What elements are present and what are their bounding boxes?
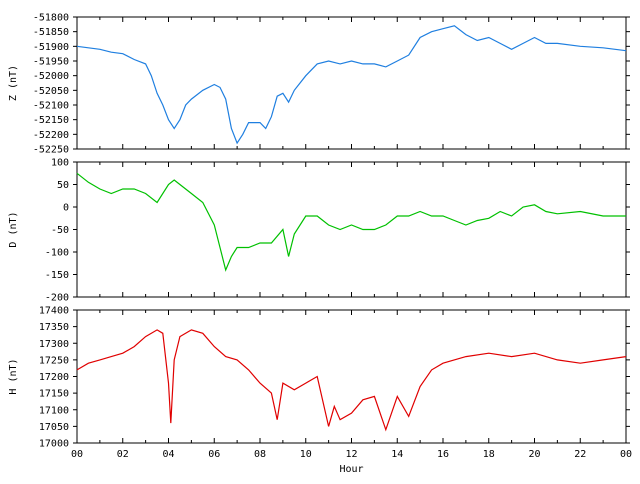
y-tick-label: -52050	[33, 86, 69, 97]
y-tick-label: -100	[45, 248, 69, 259]
x-tick-label: 10	[300, 449, 312, 460]
y-tick-label: -52000	[33, 71, 69, 82]
y-tick-label: 17250	[39, 355, 69, 366]
y-axis-label: H (nT)	[8, 358, 19, 394]
y-axis-label: Z (nT)	[8, 65, 19, 101]
y-tick-label: 17200	[39, 372, 69, 383]
plot-frame	[76, 161, 627, 298]
y-tick-label: -50	[51, 225, 69, 236]
y-tick-label: -51850	[33, 27, 69, 38]
plot-frame	[76, 16, 627, 150]
x-tick-label: 06	[208, 449, 220, 460]
y-axis-label: D (nT)	[8, 211, 19, 247]
y-tick-label: 17150	[39, 389, 69, 400]
y-tick-label: -200	[45, 293, 69, 304]
y-tick-label: 17400	[39, 306, 69, 317]
y-tick-label: 17000	[39, 439, 69, 450]
y-tick-label: -51900	[33, 42, 69, 53]
y-tick-label: -52150	[33, 115, 69, 126]
y-tick-label: 17300	[39, 339, 69, 350]
y-tick-label: -52250	[33, 145, 69, 156]
y-tick-label: -150	[45, 270, 69, 281]
data-line	[76, 329, 627, 432]
x-tick-label: 18	[483, 449, 495, 460]
y-tick-label: -52200	[33, 130, 69, 141]
y-tick-label: 17350	[39, 322, 69, 333]
x-axis-label: Hour	[339, 464, 363, 475]
x-tick-label: 20	[528, 449, 540, 460]
x-tick-label: 22	[574, 449, 586, 460]
x-tick-label: 12	[345, 449, 357, 460]
x-tick-label: 04	[162, 449, 174, 460]
x-tick-label: 16	[437, 449, 449, 460]
x-tick-label: 02	[117, 449, 129, 460]
plot-frame	[76, 309, 627, 444]
y-tick-label: -51800	[33, 13, 69, 24]
x-tick-label: 00	[71, 449, 83, 460]
data-line	[76, 25, 627, 145]
y-tick-label: 0	[63, 203, 69, 214]
y-tick-label: -52100	[33, 101, 69, 112]
y-tick-label: 100	[51, 158, 69, 169]
y-tick-label: 50	[57, 180, 69, 191]
y-tick-label: 17050	[39, 422, 69, 433]
x-tick-label: 00	[620, 449, 632, 460]
x-tick-label: 14	[391, 449, 403, 460]
y-tick-label: -51950	[33, 57, 69, 68]
x-tick-label: 08	[254, 449, 266, 460]
y-tick-label: 17100	[39, 405, 69, 416]
data-line	[76, 172, 626, 272]
